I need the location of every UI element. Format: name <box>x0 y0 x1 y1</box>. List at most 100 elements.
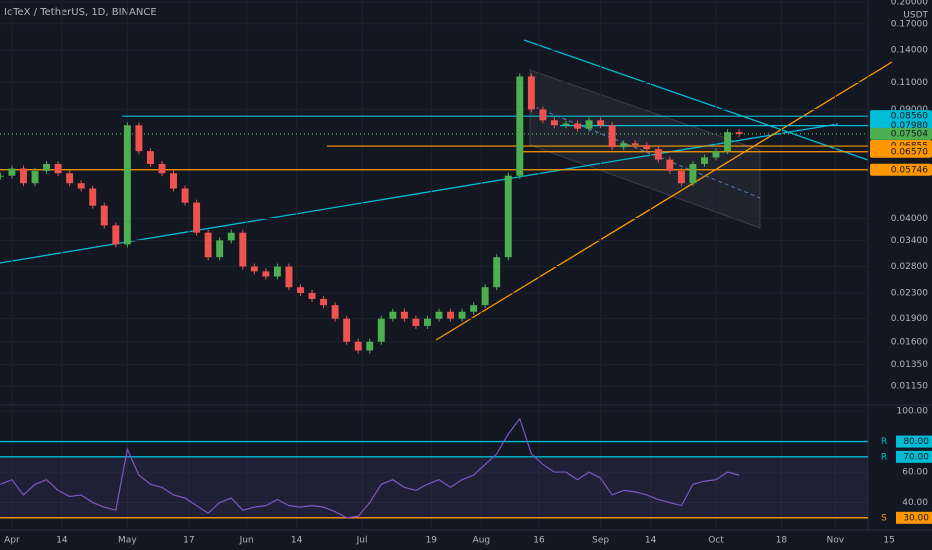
x-tick-label: Jun <box>239 536 254 546</box>
price-tag-bg <box>870 127 932 140</box>
y-tick-label: 0.01900 <box>891 314 928 324</box>
candle <box>112 225 120 245</box>
y-tick-label: 0.03400 <box>891 236 928 246</box>
x-tick-label: Sep <box>592 536 609 546</box>
candle <box>193 202 201 233</box>
y-tick-label: 0.01600 <box>891 337 928 347</box>
candle <box>66 173 74 184</box>
candle <box>689 163 697 184</box>
candle <box>54 163 62 174</box>
price-tag: 0.05746 <box>891 165 928 175</box>
candle <box>562 123 570 126</box>
rsi-line <box>0 417 740 519</box>
price-tag: 0.08560 <box>891 112 928 122</box>
candle <box>146 151 154 164</box>
x-tick-label: 18 <box>776 536 788 546</box>
candle <box>608 125 616 148</box>
candle <box>516 76 524 176</box>
candle <box>677 170 685 184</box>
y-tick-label: 0.01350 <box>891 360 928 370</box>
channel-mid <box>529 104 761 199</box>
candle <box>377 318 385 342</box>
candle <box>400 311 408 319</box>
candle <box>735 132 743 134</box>
axis-unit: USDT <box>903 11 928 21</box>
y-tick-label: 0.20000 <box>891 0 928 8</box>
candle <box>89 188 97 206</box>
level-tag: 70.00 <box>903 452 929 462</box>
candle <box>447 311 455 319</box>
price-tag: 0.07504 <box>891 129 928 139</box>
candle <box>712 151 720 158</box>
candle <box>227 232 235 241</box>
candle <box>389 311 397 319</box>
candle <box>100 205 108 226</box>
candle <box>285 266 293 288</box>
candle <box>158 163 166 174</box>
rsi-band <box>0 456 868 518</box>
price-tag: 0.06570 <box>891 147 928 157</box>
level-tag-letter: S <box>881 513 887 523</box>
candle <box>77 183 85 189</box>
x-tick-label: Oct <box>708 536 724 546</box>
candle <box>470 305 478 312</box>
candle <box>493 257 501 288</box>
x-tick-label: 14 <box>291 536 303 546</box>
candle <box>204 232 212 258</box>
x-tick-label: Aug <box>473 536 491 546</box>
candle <box>527 76 535 110</box>
candle <box>20 168 27 184</box>
candle <box>123 125 131 245</box>
candle <box>181 188 189 203</box>
candle <box>585 120 593 129</box>
price-tag-bg <box>870 163 932 176</box>
candle <box>631 143 639 146</box>
candle <box>701 157 708 164</box>
candle <box>297 287 304 293</box>
candle <box>574 123 581 129</box>
level-tag-letter: R <box>881 452 887 462</box>
candle <box>539 109 547 121</box>
y-tick-label: 0.14000 <box>891 45 928 55</box>
y-tick-label: 0.02300 <box>891 288 928 298</box>
candle <box>320 298 328 306</box>
chart-title: IoTeX / TetherUS, 1D, BINANCE <box>4 7 157 18</box>
candle <box>666 159 674 171</box>
candle <box>643 145 651 150</box>
level-tag-bg <box>896 435 932 448</box>
x-tick-label: 17 <box>183 536 194 546</box>
candle <box>724 132 732 152</box>
candle <box>343 318 351 342</box>
x-tick-label: Apr <box>4 536 20 546</box>
candle <box>550 120 558 126</box>
level-tag-letter: R <box>881 437 887 447</box>
candle <box>481 287 489 306</box>
x-tick-label: 19 <box>426 536 438 546</box>
x-tick-label: 15 <box>883 536 894 546</box>
candle <box>273 266 281 277</box>
x-tick-label: 14 <box>56 536 68 546</box>
candle <box>412 318 420 326</box>
y-tick-label: 40.00 <box>902 498 928 508</box>
y-tick-label: 0.04000 <box>891 214 928 224</box>
trend-line <box>435 61 893 341</box>
y-tick-label: 0.17000 <box>891 19 928 29</box>
x-tick-label: 16 <box>533 536 545 546</box>
candle <box>331 305 339 319</box>
candle <box>239 232 247 267</box>
x-tick-label: May <box>118 536 137 546</box>
candle <box>654 149 662 160</box>
candle <box>216 240 224 258</box>
candle <box>423 318 431 326</box>
price-tag-bg <box>870 145 932 158</box>
y-tick-label: 60.00 <box>902 468 928 478</box>
candle <box>135 125 143 152</box>
candle <box>0 175 4 177</box>
y-tick-label: 0.11000 <box>891 78 928 88</box>
candle <box>366 341 374 351</box>
x-tick-label: Nov <box>827 536 845 546</box>
candle <box>43 163 51 171</box>
y-tick-label: 0.02800 <box>891 262 928 272</box>
